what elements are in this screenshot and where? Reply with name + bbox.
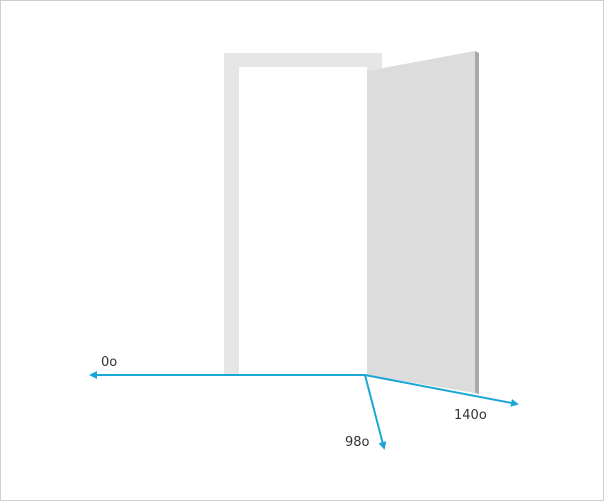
door-panel [367,51,479,394]
door-frame [224,53,382,375]
angle-arrow-98 [364,374,387,450]
angle-label-98: 98o [345,435,370,450]
angle-label-0: 0o [101,355,117,370]
door-leaf [367,51,475,393]
door-opening [239,67,367,375]
angle-label-140: 140o [454,408,487,423]
door-edge [475,51,479,394]
angle-arrow-140 [364,374,519,407]
